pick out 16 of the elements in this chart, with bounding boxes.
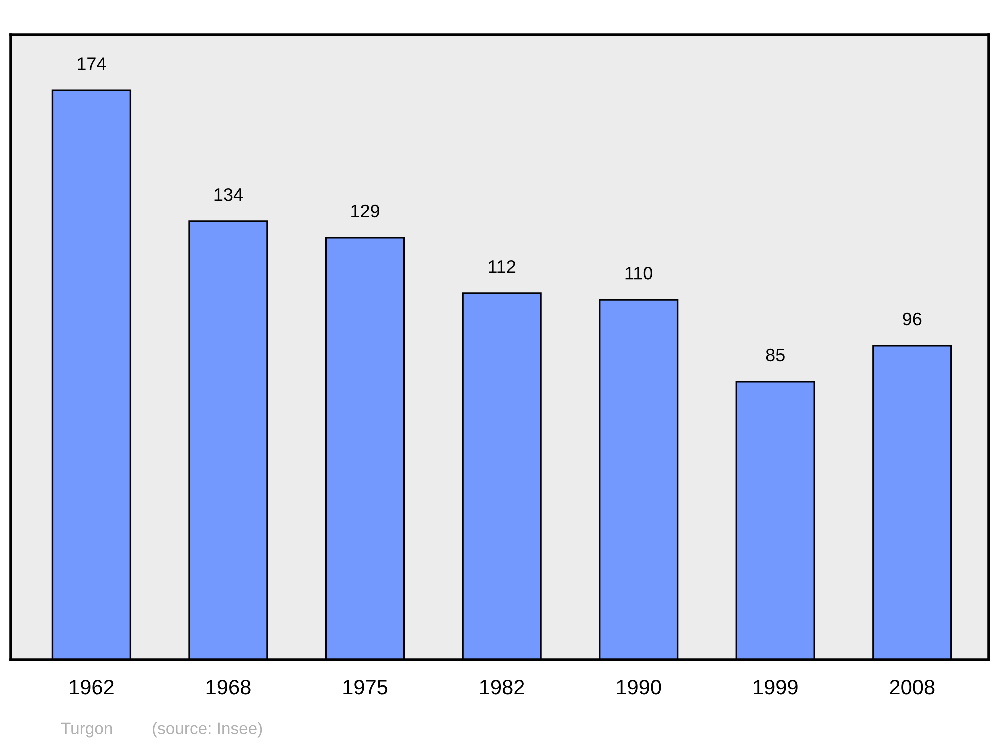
x-tick-label: 1975: [344, 680, 388, 695]
data-label: 134: [214, 188, 244, 202]
x-tick-label: 1999: [754, 680, 798, 695]
data-label: 174: [78, 58, 106, 70]
x-tick-label: 1982: [480, 680, 524, 695]
data-label: 85: [766, 348, 785, 362]
data-label: 112: [489, 260, 516, 274]
x-tick-label: 1962: [70, 680, 114, 695]
x-tick-label: 1990: [617, 680, 662, 695]
x-tick-label: 1968: [206, 680, 251, 695]
data-label: 129: [352, 204, 380, 218]
text: Turgon: [61, 722, 112, 738]
data-label: 110: [626, 267, 653, 280]
text: (source: Insee): [153, 722, 262, 738]
data-label: 96: [903, 312, 922, 326]
x-tick-label: 2008: [890, 680, 935, 695]
